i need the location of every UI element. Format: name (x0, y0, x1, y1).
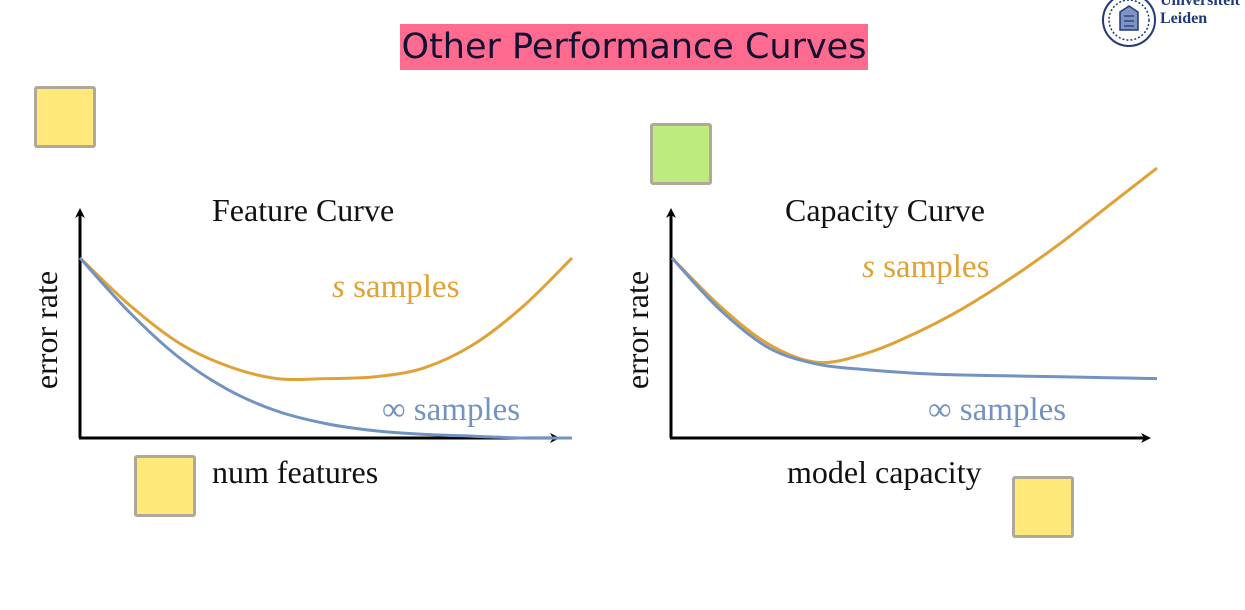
series-line-infinite-samples (78, 256, 573, 440)
series-label-text: samples (406, 392, 521, 428)
feature-curve-chart: Feature Curve num features error rate s … (28, 192, 574, 490)
university-seal-icon (1102, 0, 1156, 47)
series-label-variable: s (862, 249, 875, 285)
chart-title: Feature Curve (212, 192, 394, 228)
y-axis-label: error rate (28, 271, 64, 389)
university-name-line1: Universiteit (1160, 0, 1240, 9)
series-label-text: samples (875, 249, 990, 285)
capacity-curve-chart: Capacity Curve model capacity error rate… (619, 166, 1158, 490)
slide-title: Other Performance Curves (400, 24, 868, 70)
series-label-variable: ∞ (382, 392, 406, 428)
y-axis-label: error rate (619, 271, 655, 389)
sticky-note-icon[interactable] (650, 123, 712, 185)
chart-title: Capacity Curve (785, 192, 985, 228)
series-label-infinite-samples: ∞ samples (382, 392, 520, 428)
sticky-note-icon[interactable] (34, 86, 96, 148)
x-axis-label: model capacity (787, 454, 982, 490)
series-label-s-samples: s samples (862, 249, 989, 285)
university-name-line2: Leiden (1160, 10, 1208, 27)
series-line-s-samples (78, 256, 574, 382)
university-name: Universiteit Leiden (1160, 0, 1240, 28)
series-label-infinite-samples: ∞ samples (928, 392, 1066, 428)
series-label-variable: s (332, 269, 345, 305)
series-label-text: samples (952, 392, 1067, 428)
sticky-note-icon[interactable] (134, 455, 196, 517)
series-line-infinite-samples (670, 256, 1158, 381)
series-label-variable: ∞ (928, 392, 952, 428)
series-label-text: samples (345, 269, 460, 305)
series-line-s-samples (670, 166, 1158, 365)
sticky-note-icon[interactable] (1012, 476, 1074, 538)
series-label-s-samples: s samples (332, 269, 459, 305)
x-axis-label: num features (212, 454, 378, 490)
